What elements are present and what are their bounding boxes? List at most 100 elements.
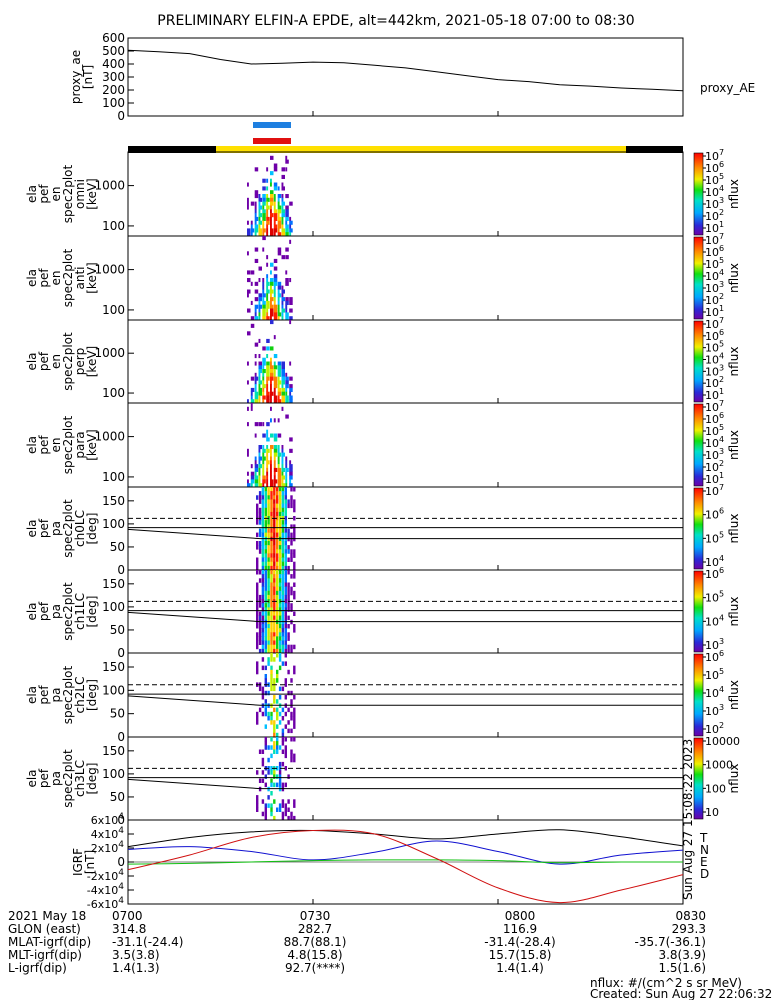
b-ytick-label: -4x104 xyxy=(87,882,124,897)
heatmap-cell xyxy=(278,541,282,546)
heatmap-cell xyxy=(276,716,279,721)
heatmap-cell xyxy=(267,507,270,513)
heatmap-cell xyxy=(266,422,270,427)
heatmap-cell xyxy=(278,644,282,650)
heatmap-cell xyxy=(270,549,273,554)
panel-frame xyxy=(127,151,684,237)
heatmap-cell xyxy=(270,532,273,538)
heatmap-cell xyxy=(262,194,266,199)
heatmap-cell xyxy=(281,636,285,641)
heatmap-cell xyxy=(277,209,282,214)
heatmap-cell xyxy=(258,528,262,533)
heatmap-cell xyxy=(285,395,289,400)
heatmap-cell xyxy=(273,274,278,279)
heatmap-cell xyxy=(278,782,282,788)
heatmap-cell xyxy=(270,297,274,302)
heatmap-cell xyxy=(277,293,282,298)
heatmap-cell xyxy=(261,695,265,700)
heatmap-cell xyxy=(277,201,280,206)
heatmap-cell xyxy=(277,475,282,480)
colorbar-tick-label: 106 xyxy=(705,649,724,664)
heatmap-cell xyxy=(270,369,274,374)
heatmap-cell xyxy=(285,232,289,237)
heatmap-cell xyxy=(261,507,265,513)
heatmap-cell xyxy=(267,716,270,721)
panel-ylabel-line: ela xyxy=(25,269,39,287)
heatmap-cell xyxy=(278,507,282,513)
panel-ytick-label: 100 xyxy=(102,386,125,400)
panel-ytick-label: 1000 xyxy=(94,179,125,193)
ephem-cell: 3.8(3.9) xyxy=(658,948,706,962)
heatmap-cell xyxy=(293,644,296,650)
heatmap-cell xyxy=(247,483,251,488)
colorbar xyxy=(693,152,704,236)
panel-ylabel-line: spec2plot xyxy=(61,499,75,558)
heatmap-cell xyxy=(276,582,279,587)
b-ytick-label: 0 xyxy=(117,855,125,869)
heatmap-cell xyxy=(261,665,265,671)
heatmap-cell xyxy=(273,644,276,650)
heatmap-cell xyxy=(273,467,278,472)
heatmap-cell xyxy=(270,615,273,621)
heatmap-cell xyxy=(266,372,270,377)
heatmap-cell xyxy=(273,167,278,172)
panel-ylabel-line: para xyxy=(73,431,87,458)
heatmap-cell xyxy=(264,724,267,729)
heatmap-cell xyxy=(285,460,288,465)
heatmap-cell xyxy=(258,422,262,427)
ephem-cell: 314.8 xyxy=(112,922,146,936)
panel-ylabel-line: pa xyxy=(49,771,63,786)
heatmap-cell xyxy=(256,532,259,538)
heatmap-cell xyxy=(290,811,293,817)
heatmap-cell xyxy=(261,524,265,529)
heatmap-cell xyxy=(278,487,282,492)
heatmap-cell xyxy=(284,511,287,517)
heatmap-cell xyxy=(254,258,259,263)
heatmap-cell xyxy=(285,391,288,396)
heatmap-cell xyxy=(276,495,279,500)
heatmap-cell xyxy=(247,399,249,404)
heatmap-cell xyxy=(281,316,284,321)
heatmap-cell xyxy=(270,171,274,176)
colorbar-tick-label: 107 xyxy=(705,399,724,414)
heatmap-cell xyxy=(270,213,274,218)
heatmap-cell xyxy=(266,178,269,183)
heatmap-cell xyxy=(264,574,267,579)
heatmap-cell xyxy=(281,445,284,450)
heatmap-cell xyxy=(277,216,282,221)
colorbar xyxy=(693,403,704,487)
heatmap-cell xyxy=(266,316,270,321)
heatmap-cell xyxy=(262,387,265,392)
heatmap-cell xyxy=(278,570,282,575)
heatmap-cell xyxy=(273,695,276,700)
colorbar-label: nflux xyxy=(727,597,741,627)
heatmap-cell xyxy=(264,532,267,538)
heatmap-cell xyxy=(290,815,293,821)
heatmap-cell xyxy=(250,323,255,328)
heatmap-cell xyxy=(287,807,290,812)
heatmap-cell xyxy=(254,228,259,233)
heatmap-cell xyxy=(247,471,249,476)
heatmap-cell xyxy=(266,471,269,476)
heatmap-cell xyxy=(289,201,293,206)
heatmap-cell xyxy=(264,545,267,550)
heatmap-cell xyxy=(293,669,296,675)
heatmap-cell xyxy=(285,471,288,476)
heatmap-cell xyxy=(266,312,269,317)
heatmap-cell xyxy=(277,220,282,225)
heatmap-cell xyxy=(284,541,287,546)
heatmap-cell xyxy=(273,220,276,225)
heatmap-cell xyxy=(258,387,262,392)
heatmap-cell xyxy=(270,624,273,629)
heatmap-cell xyxy=(270,365,274,370)
heatmap-cell xyxy=(262,357,266,362)
heatmap-cell xyxy=(273,578,276,583)
heatmap-cell xyxy=(258,297,262,302)
heatmap-cell xyxy=(273,475,276,480)
heatmap-cell xyxy=(273,503,276,509)
colorbar-tick-label: 101 xyxy=(705,304,724,319)
heatmap-cell xyxy=(278,628,282,633)
heatmap-cell xyxy=(285,213,289,218)
heatmap-cell xyxy=(267,545,270,550)
heatmap-cell xyxy=(278,557,282,562)
